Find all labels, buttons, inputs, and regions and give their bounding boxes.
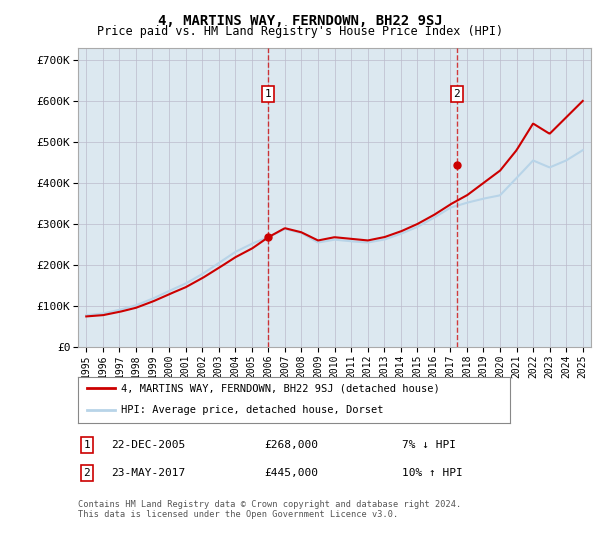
Text: 1: 1 xyxy=(265,89,271,99)
Text: 2: 2 xyxy=(454,89,460,99)
Text: £268,000: £268,000 xyxy=(264,440,318,450)
Text: 7% ↓ HPI: 7% ↓ HPI xyxy=(402,440,456,450)
Text: 22-DEC-2005: 22-DEC-2005 xyxy=(111,440,185,450)
Text: £445,000: £445,000 xyxy=(264,468,318,478)
Text: 23-MAY-2017: 23-MAY-2017 xyxy=(111,468,185,478)
Text: 4, MARTINS WAY, FERNDOWN, BH22 9SJ: 4, MARTINS WAY, FERNDOWN, BH22 9SJ xyxy=(158,14,442,28)
Text: 10% ↑ HPI: 10% ↑ HPI xyxy=(402,468,463,478)
Text: Price paid vs. HM Land Registry's House Price Index (HPI): Price paid vs. HM Land Registry's House … xyxy=(97,25,503,38)
Text: Contains HM Land Registry data © Crown copyright and database right 2024.
This d: Contains HM Land Registry data © Crown c… xyxy=(78,500,461,519)
Text: HPI: Average price, detached house, Dorset: HPI: Average price, detached house, Dors… xyxy=(121,405,384,415)
Text: 2: 2 xyxy=(83,468,91,478)
Text: 4, MARTINS WAY, FERNDOWN, BH22 9SJ (detached house): 4, MARTINS WAY, FERNDOWN, BH22 9SJ (deta… xyxy=(121,384,440,393)
Text: 1: 1 xyxy=(83,440,91,450)
